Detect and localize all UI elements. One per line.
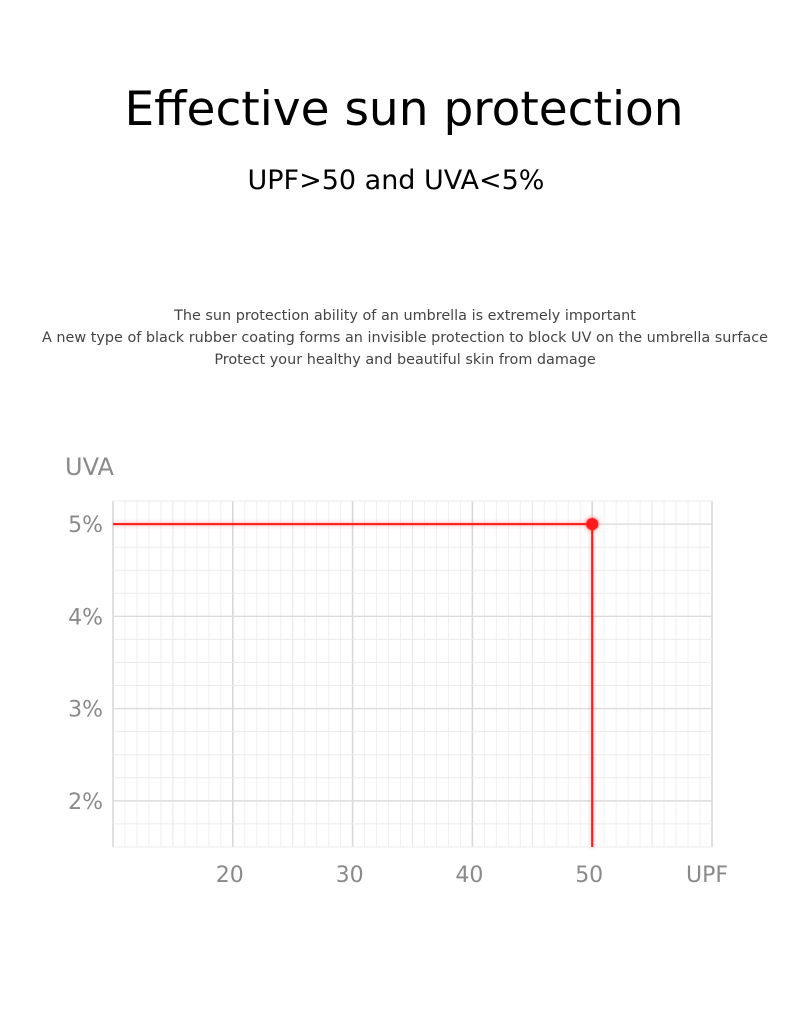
chart-series [113, 517, 600, 847]
intro-line-2: A new type of black rubber coating forms… [42, 330, 768, 346]
chart-axes: UVA UPF 20 30 40 50 5% 4% 3% 2% [65, 453, 728, 888]
data-point-marker [586, 518, 599, 531]
page-subheadline: UPF>50 and UVA<5% [247, 165, 545, 196]
y-axis-label: UVA [65, 453, 114, 481]
intro-text: The sun protection ability of an umbrell… [0, 305, 790, 371]
y-tick-label: 5% [68, 513, 103, 538]
y-tick-label: 2% [68, 790, 103, 815]
x-tick-label: 20 [216, 863, 244, 888]
y-tick-label: 3% [68, 698, 103, 723]
y-tick-label: 4% [68, 605, 103, 630]
intro-line-3: Protect your healthy and beautiful skin … [214, 352, 596, 368]
uva-upf-chart: UVA UPF 20 30 40 50 5% 4% 3% 2% [65, 453, 728, 888]
x-tick-label: 30 [336, 863, 364, 888]
intro-line-1: The sun protection ability of an umbrell… [174, 308, 636, 324]
x-axis-label: UPF [686, 863, 728, 888]
chart-grid [112, 500, 713, 848]
x-tick-label: 40 [455, 863, 483, 888]
x-tick-label: 50 [575, 863, 603, 888]
page-headline: Effective sun protection [124, 82, 684, 137]
